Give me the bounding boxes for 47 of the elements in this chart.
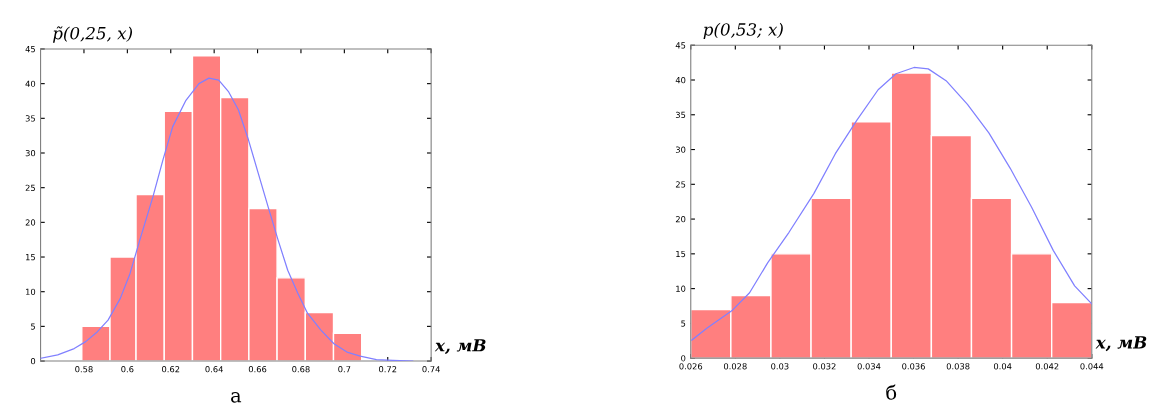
x-tick-label: 0.026 — [679, 363, 703, 370]
y-tick-label: 15 — [676, 250, 686, 258]
line-series — [691, 66, 1092, 341]
y-tick-label: 0 — [681, 355, 686, 362]
y-tick-label: 20 — [25, 219, 36, 226]
x-tick-label: 0.04 — [993, 363, 1012, 370]
x-tick-label: 0.03 — [771, 363, 789, 370]
y-tick-label: 40 — [25, 80, 36, 87]
x-tick-label: 0.034 — [857, 363, 881, 370]
x-tick-label: 0.042 — [1035, 363, 1059, 370]
line-series — [40, 77, 414, 362]
x-tick-label: 0.028 — [723, 363, 747, 370]
x-tick-label: 0.6 — [121, 366, 134, 373]
x-axis-title: x, мВ — [434, 339, 486, 355]
x-tick-label: 0.64 — [205, 366, 223, 373]
y-tick-label: 25 — [25, 184, 35, 191]
y-tick-label: 5 — [681, 320, 686, 327]
x-axis-title: x, мВ — [1095, 336, 1147, 352]
text: б — [886, 384, 897, 400]
y-tick-label: 40 — [675, 76, 686, 84]
x-tick-label: 0.66 — [248, 366, 267, 373]
y-tick-label: 30 — [25, 149, 36, 157]
y-tick-label: 0 — [30, 358, 36, 365]
x-tick-label: 0.032 — [813, 363, 836, 370]
y-axis-title: p(0,53; x) — [703, 22, 783, 39]
y-tick-label: 10 — [26, 288, 36, 295]
x-tick-label: 0.72 — [379, 366, 397, 373]
x-tick-label: 0.68 — [292, 366, 310, 373]
x-tick-label: 0.038 — [946, 363, 970, 370]
x-tick-label: 0.7 — [338, 366, 351, 373]
y-tick-label: 20 — [675, 216, 686, 223]
x-tick-label: 0.044 — [1080, 363, 1104, 370]
y-tick-label: 35 — [675, 111, 686, 119]
y-tick-label: 25 — [675, 181, 686, 188]
x-tick-label: 0.036 — [902, 363, 925, 370]
x-tick-label: 0.58 — [75, 366, 93, 373]
y-tick-label: 45 — [25, 46, 35, 53]
y-tick-label: 35 — [25, 115, 35, 122]
x-tick-label: 0.62 — [162, 366, 180, 373]
y-axis-title: p̃(0,25, x) — [53, 26, 133, 43]
y-tick-label: 15 — [26, 254, 35, 261]
y-tick-label: 5 — [31, 323, 35, 330]
y-tick-label: 45 — [675, 42, 686, 49]
text: а — [231, 391, 242, 403]
y-tick-label: 10 — [676, 285, 686, 292]
y-tick-label: 30 — [675, 146, 686, 153]
x-tick-label: 0.74 — [422, 366, 440, 373]
